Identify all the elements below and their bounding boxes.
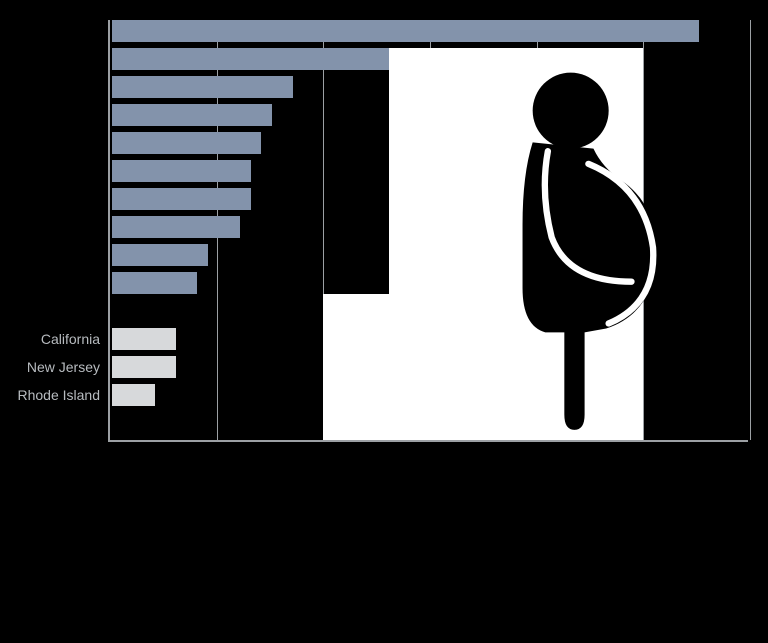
category-label: Rhode Island — [0, 384, 100, 406]
bar — [112, 244, 208, 266]
bar — [112, 272, 197, 294]
bar — [112, 76, 293, 98]
category-label: California — [0, 328, 100, 350]
bar — [112, 20, 699, 42]
bar — [112, 328, 176, 350]
bar — [112, 160, 251, 182]
bar — [112, 188, 251, 210]
gridline — [750, 20, 751, 440]
bar — [112, 104, 272, 126]
category-label: New Jersey — [0, 356, 100, 378]
bar — [112, 132, 261, 154]
chart-container: CaliforniaNew JerseyRhode Island — [108, 20, 748, 442]
bar — [112, 48, 389, 70]
bar — [112, 216, 240, 238]
bar — [112, 356, 176, 378]
pregnant-woman-icon — [418, 60, 698, 440]
bar — [112, 384, 155, 406]
